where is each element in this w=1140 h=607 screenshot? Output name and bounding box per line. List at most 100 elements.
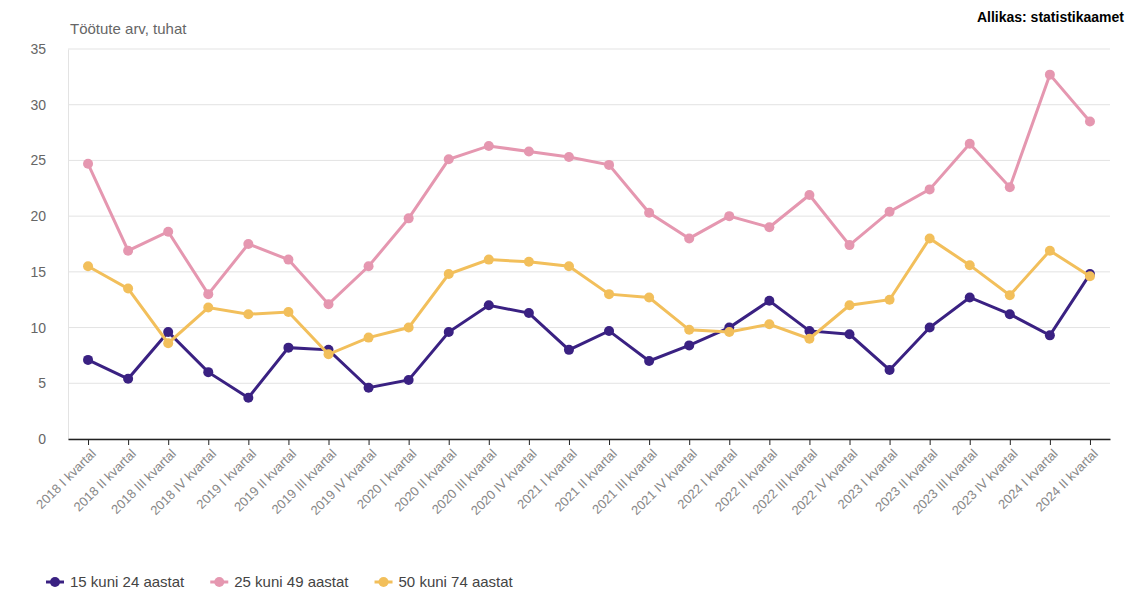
series-markers	[83, 269, 1095, 403]
marker	[644, 208, 654, 218]
y-tick: 30	[30, 97, 68, 113]
y-tick-label: 5	[38, 375, 46, 391]
y-tick: 5	[38, 375, 68, 391]
x-tick-mark	[449, 439, 450, 445]
legend-marker	[50, 577, 60, 587]
x-tick-mark	[970, 439, 971, 445]
marker	[83, 159, 93, 169]
x-tick-mark	[409, 439, 410, 445]
y-tick-label: 35	[30, 41, 46, 57]
marker	[764, 296, 774, 306]
marker	[203, 303, 213, 313]
marker	[1005, 290, 1015, 300]
marker	[283, 307, 293, 317]
marker	[604, 326, 614, 336]
marker	[283, 255, 293, 265]
marker	[925, 323, 935, 333]
marker	[524, 308, 534, 318]
x-tick-mark	[1090, 439, 1091, 445]
y-tick: 0	[38, 431, 68, 447]
legend-marker	[214, 577, 224, 587]
x-tick-mark	[1050, 439, 1051, 445]
x-tick-mark	[208, 439, 209, 445]
y-tick-label: 20	[30, 208, 46, 224]
marker	[965, 260, 975, 270]
marker	[203, 367, 213, 377]
marker	[885, 365, 895, 375]
x-tick-mark	[569, 439, 570, 445]
grid-line	[68, 216, 1110, 217]
x-tick: 2024 II kvartal	[1032, 439, 1100, 514]
plot-area	[83, 70, 1095, 403]
x-tick-mark	[649, 439, 650, 445]
marker	[764, 319, 774, 329]
x-tick-mark	[689, 439, 690, 445]
marker	[324, 349, 334, 359]
marker	[604, 289, 614, 299]
marker	[283, 343, 293, 353]
marker	[524, 257, 534, 267]
y-tick: 25	[30, 152, 68, 168]
marker	[845, 329, 855, 339]
x-tick-mark	[890, 439, 891, 445]
marker	[163, 338, 173, 348]
marker	[404, 323, 414, 333]
y-axis-title: Töötute arv, tuhat	[70, 20, 187, 37]
x-tick-mark	[609, 439, 610, 445]
marker	[243, 309, 253, 319]
grid-line	[68, 327, 1110, 328]
legend-item: 50 kuni 74 aastat	[375, 573, 514, 590]
marker	[764, 222, 774, 232]
marker	[484, 255, 494, 265]
marker	[644, 292, 654, 302]
marker	[243, 393, 253, 403]
legend-item: 25 kuni 49 aastat	[210, 573, 349, 590]
marker	[885, 295, 895, 305]
marker	[364, 383, 374, 393]
y-tick-label: 10	[30, 320, 46, 336]
marker	[484, 300, 494, 310]
x-tick-mark	[369, 439, 370, 445]
x-tick-mark	[489, 439, 490, 445]
x-tick-mark	[769, 439, 770, 445]
marker	[1085, 271, 1095, 281]
x-tick-mark	[128, 439, 129, 445]
x-tick-mark	[1010, 439, 1011, 445]
y-axis-line	[68, 50, 69, 440]
marker	[804, 190, 814, 200]
marker	[564, 152, 574, 162]
marker	[484, 141, 494, 151]
marker	[404, 213, 414, 223]
marker	[203, 289, 213, 299]
x-tick-mark	[168, 439, 169, 445]
x-tick-mark	[809, 439, 810, 445]
x-tick-mark	[930, 439, 931, 445]
marker	[885, 207, 895, 217]
legend-label: 15 kuni 24 aastat	[70, 573, 185, 590]
marker	[1045, 246, 1055, 256]
marker	[324, 299, 334, 309]
marker	[604, 160, 614, 170]
marker	[1005, 182, 1015, 192]
x-tick-mark	[329, 439, 330, 445]
y-tick: 20	[30, 208, 68, 224]
marker	[684, 340, 694, 350]
marker	[444, 269, 454, 279]
marker	[925, 233, 935, 243]
y-tick: 35	[30, 41, 68, 57]
x-tick-mark	[729, 439, 730, 445]
marker	[845, 240, 855, 250]
legend: 15 kuni 24 aastat 25 kuni 49 aastat 50 kun…	[46, 573, 514, 590]
x-tick-mark	[529, 439, 530, 445]
marker	[1085, 116, 1095, 126]
marker	[524, 147, 534, 157]
marker	[724, 327, 734, 337]
legend-item: 15 kuni 24 aastat	[46, 573, 185, 590]
marker	[83, 355, 93, 365]
marker	[684, 233, 694, 243]
marker	[83, 261, 93, 271]
marker	[804, 334, 814, 344]
x-tick-mark	[248, 439, 249, 445]
x-tick-mark	[850, 439, 851, 445]
x-tick-mark	[288, 439, 289, 445]
